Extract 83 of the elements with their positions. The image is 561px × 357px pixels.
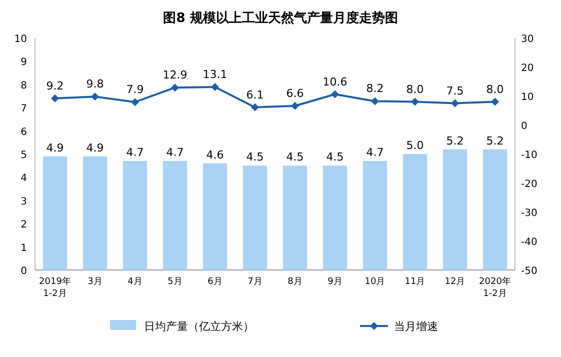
x-tick-label: 3月 [88,277,102,287]
data-label: 5.2 [446,134,464,148]
data-label: 4.7 [166,146,184,159]
point [451,99,459,108]
bar [123,160,147,270]
y2-tick-label: 10 [521,92,534,103]
data-label: 8.0 [406,82,424,96]
data-label: 4.7 [126,146,144,159]
y2-tick-label: -50 [521,266,538,277]
data-label: 7.9 [126,83,144,96]
bar [363,160,387,270]
data-label: 5.2 [486,134,504,148]
data-label: 4.5 [326,150,344,164]
y-tick-label: 6 [20,126,27,138]
y2-tick-label: -30 [521,208,538,219]
data-label: 4.5 [246,150,264,164]
data-label: 12.9 [162,68,188,82]
data-label: 4.6 [206,148,224,162]
point [91,92,99,101]
y2-tick-label: -20 [521,179,538,190]
y-tick-label: 10 [14,34,27,45]
data-label: 9.2 [46,79,64,92]
data-label: 8.0 [486,82,504,96]
x-tick-label: 6月 [208,277,222,287]
y2-tick-label: 30 [521,34,534,45]
point [131,98,139,106]
y2-tick-label: 0 [521,121,528,132]
point [251,103,259,112]
x-tick-label: 4月 [128,277,142,287]
y-tick-label: 7 [20,104,27,115]
data-label: 4.9 [86,141,104,154]
point [411,98,419,106]
bar [283,166,307,270]
chart-title: 图8 规模以上工业天然气产量月度走势图 [163,10,398,26]
point [171,84,179,92]
data-label: 4.9 [46,141,64,154]
point [331,90,339,98]
bar [403,154,427,270]
data-label: 6.6 [286,86,304,100]
bar [243,166,267,270]
legend-label: 当月增速 [394,320,438,333]
y-tick-label: 2 [20,220,27,231]
y-tick-label: 0 [20,266,27,277]
y2-tick-label: -10 [521,150,538,161]
bar [163,160,187,270]
x-tick-label: 10月 [364,277,386,287]
y-tick-label: 9 [20,57,27,68]
data-label: 7.5 [446,84,464,98]
bar [43,156,67,270]
data-label: 4.5 [286,150,304,164]
y-tick-label: 5 [20,150,27,161]
x-tick-label: 7月 [248,277,262,287]
y2-tick-label: 20 [521,63,534,74]
x-tick-label: 12月 [444,277,466,287]
y-tick-label: 4 [20,173,27,184]
bar [483,149,507,270]
x-tick-label: 9月 [328,277,342,287]
point [211,83,219,92]
x-tick-label: 8月 [288,277,302,287]
point [371,97,379,106]
bar [443,149,467,270]
point [51,94,59,102]
y-tick-label: 8 [20,80,27,92]
data-label: 9.8 [86,78,104,91]
data-label: 5.0 [406,139,424,152]
legend-label: 日均产量（亿立方米） [144,320,254,333]
x-tick-label: 2020年 1-2月 [479,276,511,299]
x-tick-label: 2019年 1-2月 [39,276,71,299]
data-label: 4.7 [366,146,384,159]
bar [83,156,107,270]
x-tick-label: 5月 [168,277,182,287]
y-tick-label: 3 [20,196,27,208]
data-label: 6.1 [246,88,264,102]
y-tick-label: 1 [20,242,27,254]
x-tick-label: 11月 [404,277,426,287]
data-label: 8.2 [366,82,384,96]
bar [323,166,347,270]
y2-tick-label: -40 [521,237,538,248]
data-label: 10.6 [322,75,348,88]
data-label: 13.1 [202,68,228,82]
point [291,102,299,110]
point [491,98,499,106]
bar [203,163,227,270]
